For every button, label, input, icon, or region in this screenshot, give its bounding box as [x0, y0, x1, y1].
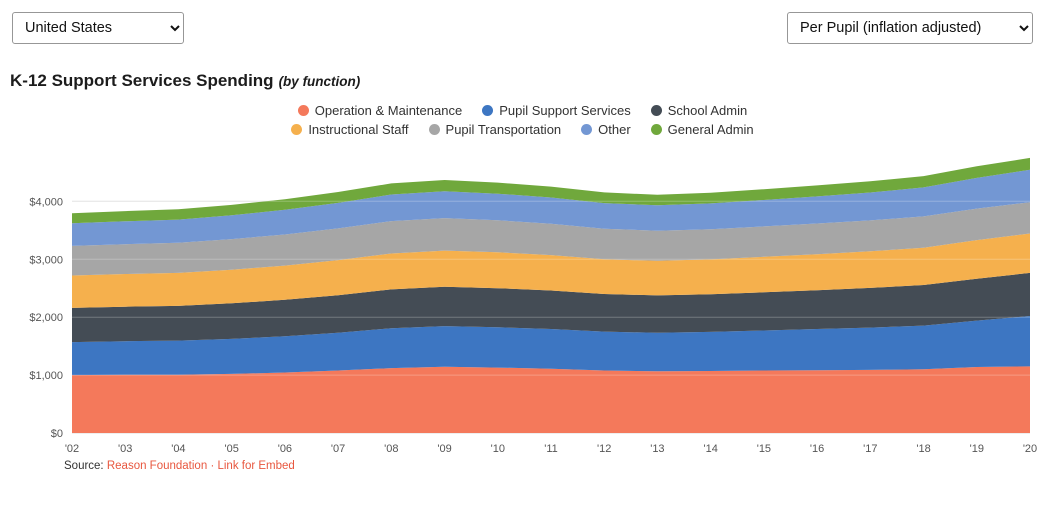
legend-item-other[interactable]: Other [581, 120, 631, 139]
legend-row: Instructional Staff Pupil Transportation O… [8, 120, 1037, 139]
svg-text:$0: $0 [51, 428, 63, 440]
legend-swatch-other [581, 124, 593, 135]
legend-label-pupil-transportation: Pupil Transportation [445, 122, 562, 137]
chart-title-main: K-12 Support Services Spending [10, 71, 274, 90]
svg-text:'17: '17 [863, 443, 877, 455]
legend-swatch-instructional-staff [291, 124, 303, 135]
chart-legend: Operation & Maintenance Pupil Support Ser… [8, 101, 1037, 139]
legend-swatch-pupil-transportation [428, 124, 440, 135]
svg-text:'15: '15 [757, 443, 771, 455]
svg-text:'10: '10 [491, 443, 505, 455]
svg-text:'03: '03 [118, 443, 132, 455]
legend-swatch-school-admin [650, 105, 662, 116]
controls-row: United States Per Pupil (inflation adjus… [8, 10, 1037, 44]
legend-swatch-operation-maintenance [297, 105, 309, 116]
svg-text:'16: '16 [810, 443, 824, 455]
legend-swatch-general-admin [650, 124, 662, 135]
svg-text:$3,000: $3,000 [29, 254, 63, 266]
legend-item-instructional-staff[interactable]: Instructional Staff [291, 120, 409, 139]
source-separator: · [210, 460, 215, 472]
legend-item-school-admin[interactable]: School Admin [650, 101, 748, 120]
svg-text:'20: '20 [1023, 443, 1037, 455]
chart-title: K-12 Support Services Spending (by functi… [10, 71, 1037, 91]
legend-label-pupil-support-services: Pupil Support Services [499, 103, 631, 118]
legend-swatch-pupil-support-services [482, 105, 494, 116]
source-line: Source: Reason Foundation · Link for Emb… [8, 460, 1037, 472]
stacked-area-chart[interactable]: $0 $1,000 $2,000 $3,000 $4,000 '02 '03 '04 '05 '0… [8, 147, 1037, 459]
legend-row: Operation & Maintenance Pupil Support Ser… [8, 101, 1037, 120]
legend-label-instructional-staff: Instructional Staff [308, 122, 409, 137]
legend-label-operation-maintenance: Operation & Maintenance [314, 103, 463, 118]
embed-link[interactable]: Link for Embed [217, 460, 295, 472]
svg-text:'12: '12 [597, 443, 611, 455]
source-label: Source: [64, 460, 104, 472]
legend-item-pupil-transportation[interactable]: Pupil Transportation [428, 120, 562, 139]
svg-text:'13: '13 [650, 443, 664, 455]
svg-text:'02: '02 [65, 443, 79, 455]
svg-text:'09: '09 [437, 443, 451, 455]
metric-select[interactable]: Per Pupil (inflation adjusted) [787, 12, 1033, 44]
svg-text:$1,000: $1,000 [29, 370, 63, 382]
legend-item-operation-maintenance[interactable]: Operation & Maintenance [297, 101, 463, 120]
legend-item-general-admin[interactable]: General Admin [650, 120, 754, 139]
legend-label-other: Other [598, 122, 631, 137]
svg-text:$4,000: $4,000 [29, 196, 63, 208]
svg-text:'18: '18 [916, 443, 930, 455]
chart-area: $0 $1,000 $2,000 $3,000 $4,000 '02 '03 '04 '05 '0… [8, 147, 1037, 459]
svg-text:'08: '08 [384, 443, 398, 455]
svg-text:'06: '06 [278, 443, 292, 455]
source-link[interactable]: Reason Foundation [106, 460, 208, 472]
svg-text:$2,000: $2,000 [29, 312, 63, 324]
svg-text:'14: '14 [704, 443, 718, 455]
svg-text:'04: '04 [171, 443, 185, 455]
svg-text:'19: '19 [970, 443, 984, 455]
svg-text:'11: '11 [544, 443, 558, 455]
legend-label-school-admin: School Admin [667, 103, 748, 118]
legend-item-pupil-support-services[interactable]: Pupil Support Services [482, 101, 631, 120]
chart-subtitle: (by function) [278, 74, 361, 89]
region-select[interactable]: United States [12, 12, 184, 44]
legend-label-general-admin: General Admin [667, 122, 754, 137]
svg-text:'07: '07 [331, 443, 345, 455]
svg-text:'05: '05 [225, 443, 239, 455]
